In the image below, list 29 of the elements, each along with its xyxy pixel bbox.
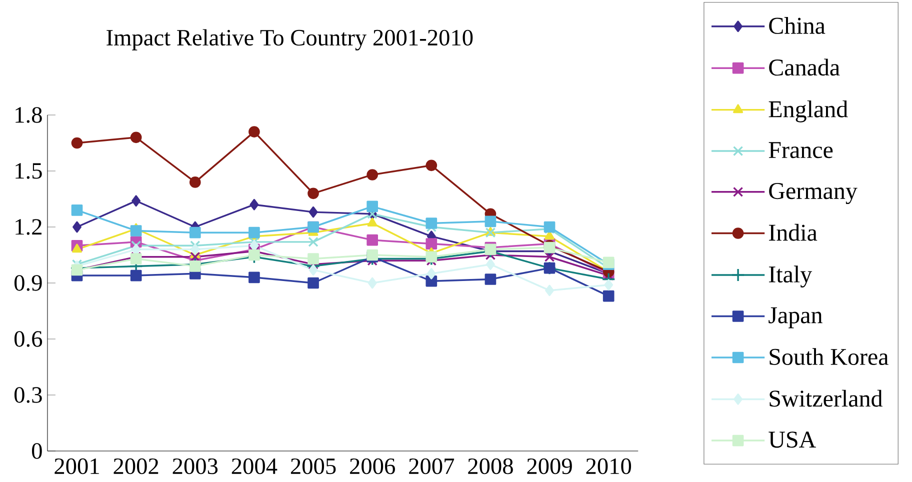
y-tick-label: 0.3 xyxy=(14,387,42,403)
x-tick-label: 2008 xyxy=(468,458,513,474)
legend-label: England xyxy=(768,100,848,122)
legend-label: France xyxy=(768,142,833,158)
legend-label: USA xyxy=(768,432,816,448)
y-tick-label: 0.9 xyxy=(14,275,42,291)
x-tick-label: 2010 xyxy=(586,458,632,474)
x-tick-label: 2003 xyxy=(172,458,218,474)
legend-label: South Korea xyxy=(770,348,888,366)
x-tick-label: 2007 xyxy=(409,458,454,474)
x-tick-label: 2005 xyxy=(290,458,336,474)
legend-label: Japan xyxy=(768,307,822,328)
x-tick-label: 2009 xyxy=(527,458,572,474)
y-tick-label: 0.6 xyxy=(14,331,42,347)
legend-label: Germany xyxy=(769,182,858,204)
legend-label: Switzerland xyxy=(770,390,882,407)
y-tick-label: 1.5 xyxy=(16,163,42,179)
y-tick-label: 1.2 xyxy=(16,219,42,235)
x-tick-label: 2002 xyxy=(114,458,158,474)
y-tick-label: 1.8 xyxy=(16,107,42,123)
x-tick-label: 2001 xyxy=(54,458,99,474)
chart-title: Impact Relative To Country 2001-2010 xyxy=(106,29,473,50)
x-tick-label: 2006 xyxy=(350,458,395,474)
x-tick-label: 2004 xyxy=(232,458,278,474)
legend-label: Italy xyxy=(768,266,812,288)
legend-label: China xyxy=(769,17,826,34)
legend-label: India xyxy=(768,224,818,241)
y-tick-label: 0 xyxy=(32,443,42,459)
legend-label: Canada xyxy=(769,58,840,76)
